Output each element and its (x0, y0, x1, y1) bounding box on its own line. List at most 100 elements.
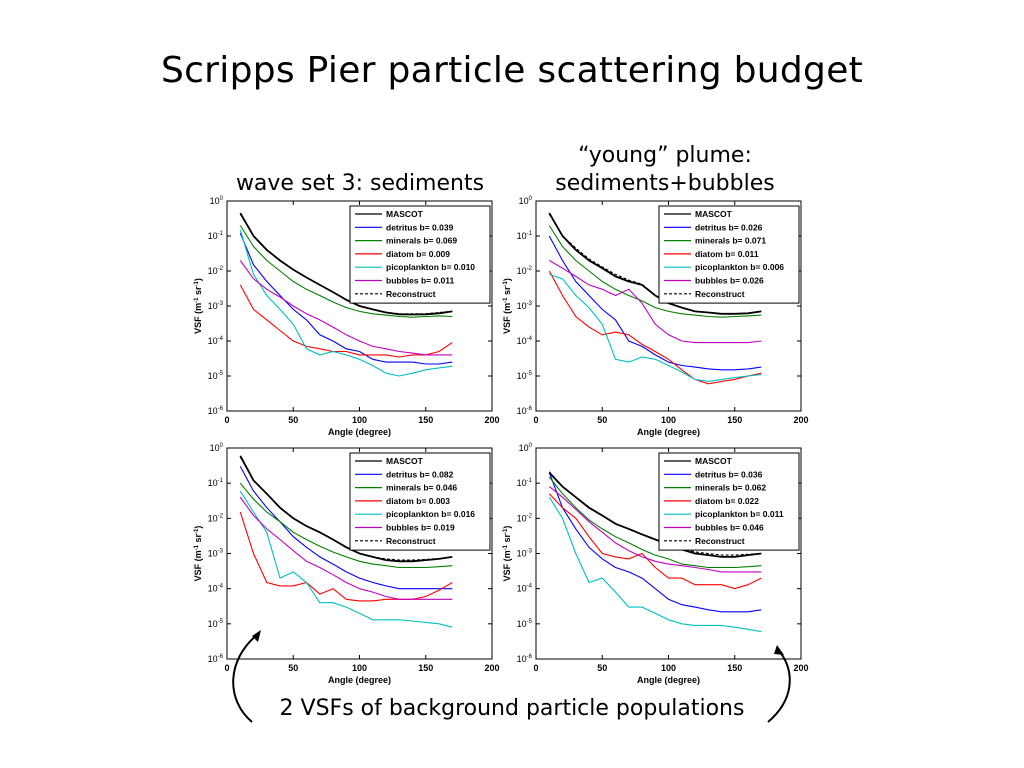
x-tick-label: 200 (793, 415, 808, 425)
x-tick-label: 200 (793, 663, 808, 673)
y-tick-label: 10-5 (517, 371, 533, 381)
series-line-minerals (548, 225, 762, 318)
legend-box (658, 452, 800, 551)
bottom-note: 2 VSFs of background particle population… (279, 696, 745, 721)
y-tick-label: 10-6 (517, 406, 533, 416)
x-tick-label: 0 (224, 663, 229, 673)
series-line-bubbles (239, 496, 453, 600)
y-tick-label: 10-4 (208, 584, 224, 594)
y-axis-label: VSF (m-1 sr-1) (502, 278, 512, 334)
legend-entry: diatom b= 0.003 (386, 496, 450, 506)
y-tick-label: 100 (519, 443, 533, 453)
y-tick-label: 10-1 (517, 478, 533, 488)
series-line-minerals (548, 476, 762, 569)
series-line-detritus (239, 232, 453, 365)
legend-entry: Reconstruct (695, 536, 745, 546)
x-tick-label: 150 (727, 415, 742, 425)
legend-entry: detritus b= 0.039 (386, 222, 454, 232)
legend-entry: Reconstruct (386, 536, 436, 546)
legend-entry: detritus b= 0.036 (695, 469, 763, 479)
x-axis-label: Angle (degree) (328, 427, 391, 437)
legend-box (349, 205, 491, 304)
y-tick-label: 100 (210, 443, 224, 453)
legend-entry: diatom b= 0.009 (386, 249, 450, 259)
series-line-picoplankton (549, 273, 762, 382)
y-axis-label: VSF (m-1 sr-1) (193, 278, 203, 334)
chart-top-right: 10-6 10-5 10-4 10-3 10-2 10-1 100 0 50 100 150 200 A… (502, 196, 809, 437)
chart-top-left: 10-6 10-5 10-4 10-3 10-2 10-1 100 0 50 100 150 200 A… (193, 196, 500, 437)
annotation-arrows (232, 630, 791, 723)
legend-entry: picoplankton b= 0.010 (386, 262, 475, 272)
legend-entry: MASCOT (386, 209, 424, 219)
legend-entry: bubbles b= 0.019 (386, 523, 455, 533)
x-tick-label: 150 (727, 663, 742, 673)
series-line-detritus (548, 235, 762, 371)
series-line-bubbles (548, 486, 762, 573)
x-tick-label: 50 (597, 663, 607, 673)
series-line-diatom (239, 284, 453, 358)
series-line-reconstruct (548, 213, 762, 315)
series-line-reconstruct (239, 213, 453, 315)
legend-entry: picoplankton b= 0.011 (695, 509, 784, 519)
legend-entry: detritus b= 0.082 (386, 469, 454, 479)
y-tick-label: 10-4 (517, 336, 533, 346)
legend-entry: picoplankton b= 0.016 (386, 509, 475, 519)
series-line-diatom (548, 493, 762, 590)
slide-title: Scripps Pier particle scattering budget (160, 50, 864, 91)
x-tick-label: 150 (418, 415, 433, 425)
x-axis-label: Angle (degree) (637, 675, 700, 685)
series-line-minerals (239, 482, 453, 569)
y-tick-label: 10-4 (208, 336, 224, 346)
y-tick-label: 10-1 (517, 231, 533, 241)
series-line-picoplankton (239, 229, 453, 377)
y-tick-label: 10-2 (208, 513, 224, 523)
series-line-diatom (239, 511, 453, 602)
legend-entry: picoplankton b= 0.006 (695, 262, 784, 272)
series-line-picoplankton (548, 496, 762, 633)
legend-entry: bubbles b= 0.011 (386, 276, 455, 286)
chart-bottom-right: 10-6 10-5 10-4 10-3 10-2 10-1 100 0 50 100 150 200 A… (502, 443, 809, 685)
x-tick-label: 200 (484, 663, 499, 673)
y-tick-label: 10-3 (208, 549, 224, 559)
y-tick-label: 10-5 (208, 619, 224, 629)
chart-bottom-left: 10-6 10-5 10-4 10-3 10-2 10-1 100 0 50 100 150 200 A… (193, 443, 500, 685)
y-tick-label: 10-5 (517, 619, 533, 629)
series-line-bubbles (549, 260, 762, 344)
x-tick-label: 100 (352, 415, 367, 425)
legend-entry: minerals b= 0.069 (386, 236, 457, 246)
x-tick-label: 200 (484, 415, 499, 425)
x-axis-label: Angle (degree) (637, 427, 700, 437)
series-line-reconstruct (239, 456, 453, 561)
x-tick-label: 0 (533, 663, 538, 673)
legend-entry: minerals b= 0.062 (695, 483, 766, 493)
right-heading-line1: “young” plume: (578, 143, 752, 168)
right-heading-line2: sediments+bubbles (555, 171, 775, 196)
legend-entry: detritus b= 0.026 (695, 222, 763, 232)
x-tick-label: 50 (288, 663, 298, 673)
series-line-minerals (239, 225, 453, 318)
y-tick-label: 10-3 (517, 301, 533, 311)
x-axis-label: Angle (degree) (328, 675, 391, 685)
series-line-diatom (548, 270, 762, 385)
x-tick-label: 100 (661, 415, 676, 425)
legend-entry: minerals b= 0.046 (386, 483, 457, 493)
y-tick-label: 100 (519, 196, 533, 206)
x-tick-label: 50 (288, 415, 298, 425)
series-line-picoplankton (239, 490, 453, 628)
legend-entry: MASCOT (695, 456, 733, 466)
x-tick-label: 0 (224, 415, 229, 425)
legend-entry: MASCOT (386, 456, 424, 466)
series-line-detritus (548, 472, 762, 613)
y-tick-label: 10-2 (208, 266, 224, 276)
y-tick-label: 10-6 (208, 406, 224, 416)
y-tick-label: 10-4 (517, 584, 533, 594)
y-tick-label: 10-6 (517, 654, 533, 664)
legend-entry: minerals b= 0.071 (695, 236, 766, 246)
legend-entry: MASCOT (695, 209, 733, 219)
y-tick-label: 10-1 (208, 478, 224, 488)
y-axis-label: VSF (m-1 sr-1) (502, 526, 512, 582)
legend-box (658, 205, 800, 304)
y-tick-label: 10-3 (208, 301, 224, 311)
left-curved-arrow (232, 633, 259, 723)
